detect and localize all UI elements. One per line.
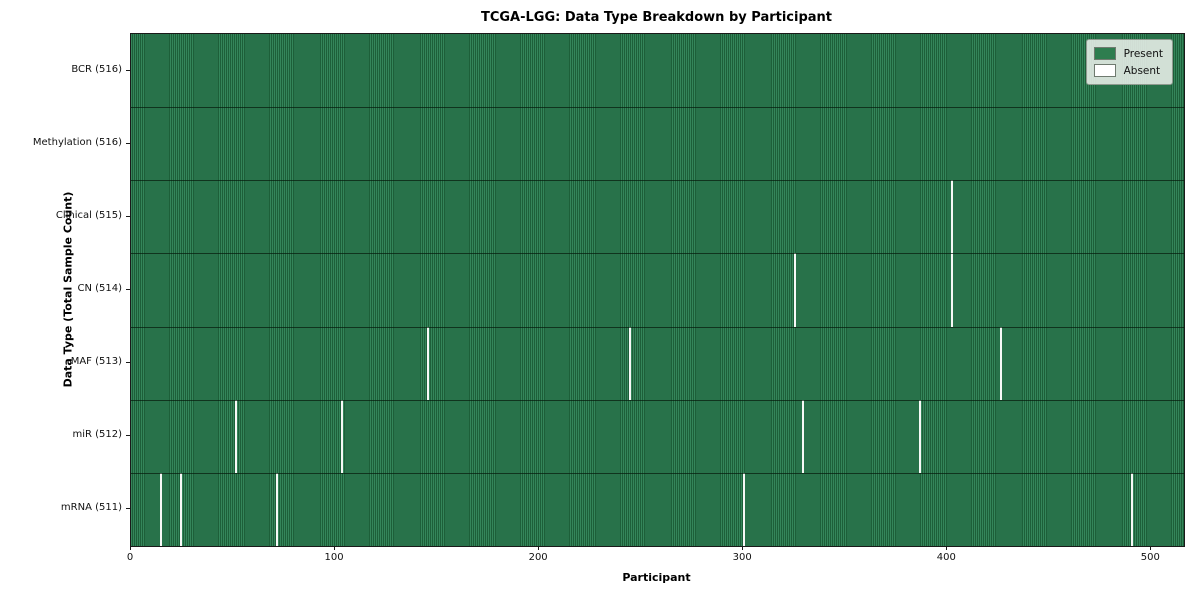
absent-line (275, 472, 278, 546)
x-tick-label: 400 (936, 552, 956, 563)
row-divider (131, 399, 1184, 401)
y-tick-mark (126, 69, 130, 71)
legend-swatch-absent (1093, 64, 1116, 77)
row-divider (131, 472, 1184, 474)
y-tick-label-CN: CN (514) (77, 283, 122, 294)
x-tick-mark (946, 546, 948, 550)
x-tick-label: 0 (126, 552, 134, 563)
absent-line (951, 253, 954, 327)
absent-line (951, 180, 954, 254)
y-tick-label-Clinical: Clinical (515) (55, 209, 122, 221)
plot-area (130, 33, 1185, 547)
legend-entry-absent: Absent (1093, 62, 1163, 79)
legend: Present Absent (1085, 39, 1173, 85)
y-tick-mark (126, 362, 130, 364)
absent-line (918, 399, 921, 473)
row-divider (131, 107, 1184, 109)
legend-entry-present: Present (1093, 45, 1163, 62)
absent-line (1130, 472, 1133, 546)
x-tick-label: 100 (324, 552, 344, 563)
x-tick-label: 300 (732, 552, 752, 563)
row-divider (131, 180, 1184, 182)
legend-swatch-present (1093, 47, 1116, 60)
legend-label: Present (1123, 47, 1163, 60)
heatmap-row-Clinical (131, 180, 1184, 254)
y-tick-label-miR: miR (512) (72, 429, 122, 441)
heatmap-row-miR (131, 399, 1184, 473)
y-tick-mark (126, 215, 130, 217)
absent-line (628, 326, 631, 400)
absent-line (159, 472, 162, 546)
x-tick-mark (742, 546, 744, 550)
y-tick-mark (126, 508, 130, 510)
heatmap-row-Methylation (131, 107, 1184, 181)
absent-line (235, 399, 238, 473)
y-tick-label-BCR: BCR (516) (71, 63, 122, 75)
y-tick-mark (126, 435, 130, 437)
y-tick-label-Methylation: Methylation (516) (32, 136, 122, 148)
x-axis-label: Participant (622, 571, 691, 584)
y-tick-mark (126, 289, 130, 290)
heatmap-row-CN (131, 253, 1184, 327)
absent-line (1000, 326, 1003, 400)
absent-line (743, 472, 746, 546)
x-tick-mark (538, 546, 540, 550)
x-tick-label: 200 (528, 552, 548, 563)
absent-line (341, 399, 344, 473)
absent-line (794, 253, 797, 327)
y-tick-label-mRNA: mRNA (511) (60, 502, 122, 514)
row-divider (131, 326, 1184, 328)
absent-line (179, 472, 182, 546)
heatmap-row-MAF (131, 326, 1184, 400)
absent-line (802, 399, 805, 473)
y-tick-mark (126, 142, 130, 144)
chart-title: TCGA-LGG: Data Type Breakdown by Partici… (480, 10, 833, 25)
heatmap-row-mRNA (131, 472, 1184, 546)
x-tick-mark (1150, 546, 1152, 550)
x-tick-mark (334, 546, 336, 550)
legend-label: Absent (1123, 64, 1161, 77)
x-tick-label: 500 (1140, 552, 1160, 563)
row-divider (131, 253, 1184, 255)
heatmap-row-BCR (131, 34, 1184, 108)
y-tick-label-MAF: MAF (513) (70, 356, 122, 368)
absent-line (426, 326, 429, 400)
x-tick-mark (130, 546, 131, 550)
